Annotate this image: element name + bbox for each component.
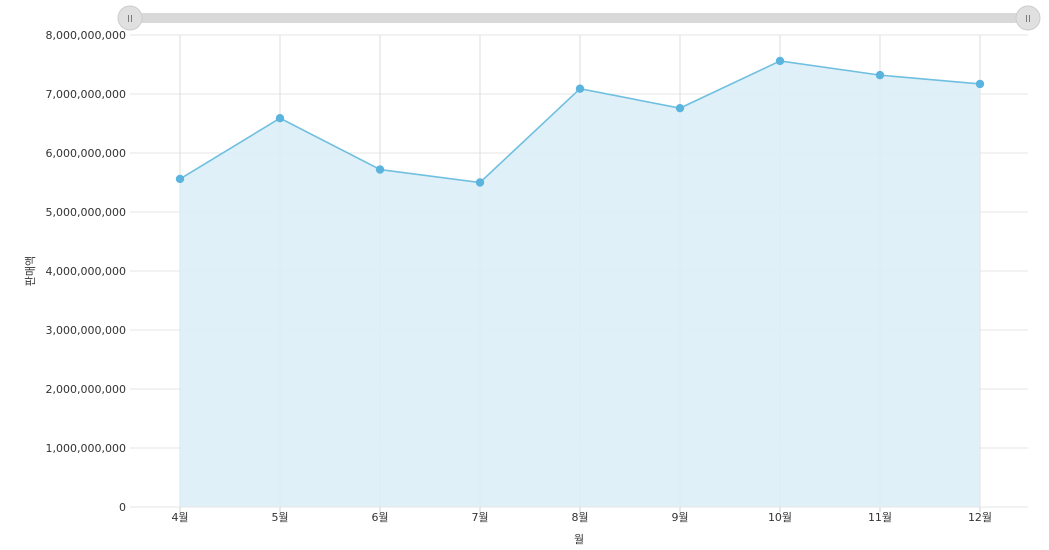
data-point (275, 113, 285, 123)
right-handle-circle[interactable] (1015, 5, 1041, 31)
data-point (775, 56, 785, 66)
data-point (475, 178, 485, 187)
x-tick-label: 8월 (571, 511, 588, 524)
range-scrollbar[interactable]: II II (117, 5, 1041, 31)
data-point (975, 79, 985, 89)
x-tick-label: 9월 (671, 511, 688, 524)
x-axis-tick-labels: 4월 5월 6월 7월 8월 9월 10월 11월 12월 (171, 507, 992, 524)
y-tick-label: 8,000,000,000 (46, 29, 126, 42)
y-axis-tick-labels: 0 1,000,000,000 2,000,000,000 3,000,000,000… (46, 29, 126, 514)
x-tick-label: 11월 (868, 511, 892, 524)
y-tick-label: 6,000,000,000 (46, 147, 126, 160)
x-tick-label: 10월 (768, 511, 792, 524)
left-handle-circle[interactable] (117, 5, 143, 31)
y-tick-label: 7,000,000,000 (46, 88, 126, 101)
point-layer (175, 56, 985, 187)
x-tick-label: 5월 (271, 511, 288, 524)
y-tick-label: 2,000,000,000 (46, 383, 126, 396)
y-axis-title: 판매액 (24, 256, 37, 286)
data-point (575, 84, 585, 93)
grip-icon: II (1025, 14, 1031, 25)
x-tick-label: 6월 (371, 511, 388, 524)
y-tick-label: 4,000,000,000 (46, 265, 126, 278)
data-point (375, 165, 385, 174)
data-point (675, 103, 685, 113)
y-tick-label: 0 (119, 501, 126, 514)
x-tick-label: 12월 (968, 511, 992, 524)
data-point (175, 174, 185, 184)
scrollbar-right-handle[interactable]: II (1015, 5, 1041, 31)
y-tick-label: 5,000,000,000 (46, 206, 126, 219)
scrollbar-track[interactable] (130, 13, 1028, 23)
y-tick-label: 1,000,000,000 (46, 442, 126, 455)
x-tick-label: 4월 (171, 511, 188, 524)
data-point (875, 70, 885, 80)
grip-icon: II (127, 14, 133, 25)
y-tick-label: 3,000,000,000 (46, 324, 126, 337)
x-tick-label: 7월 (471, 511, 488, 524)
scrollbar-left-handle[interactable]: II (117, 5, 143, 31)
x-axis-title: 월 (574, 533, 584, 546)
